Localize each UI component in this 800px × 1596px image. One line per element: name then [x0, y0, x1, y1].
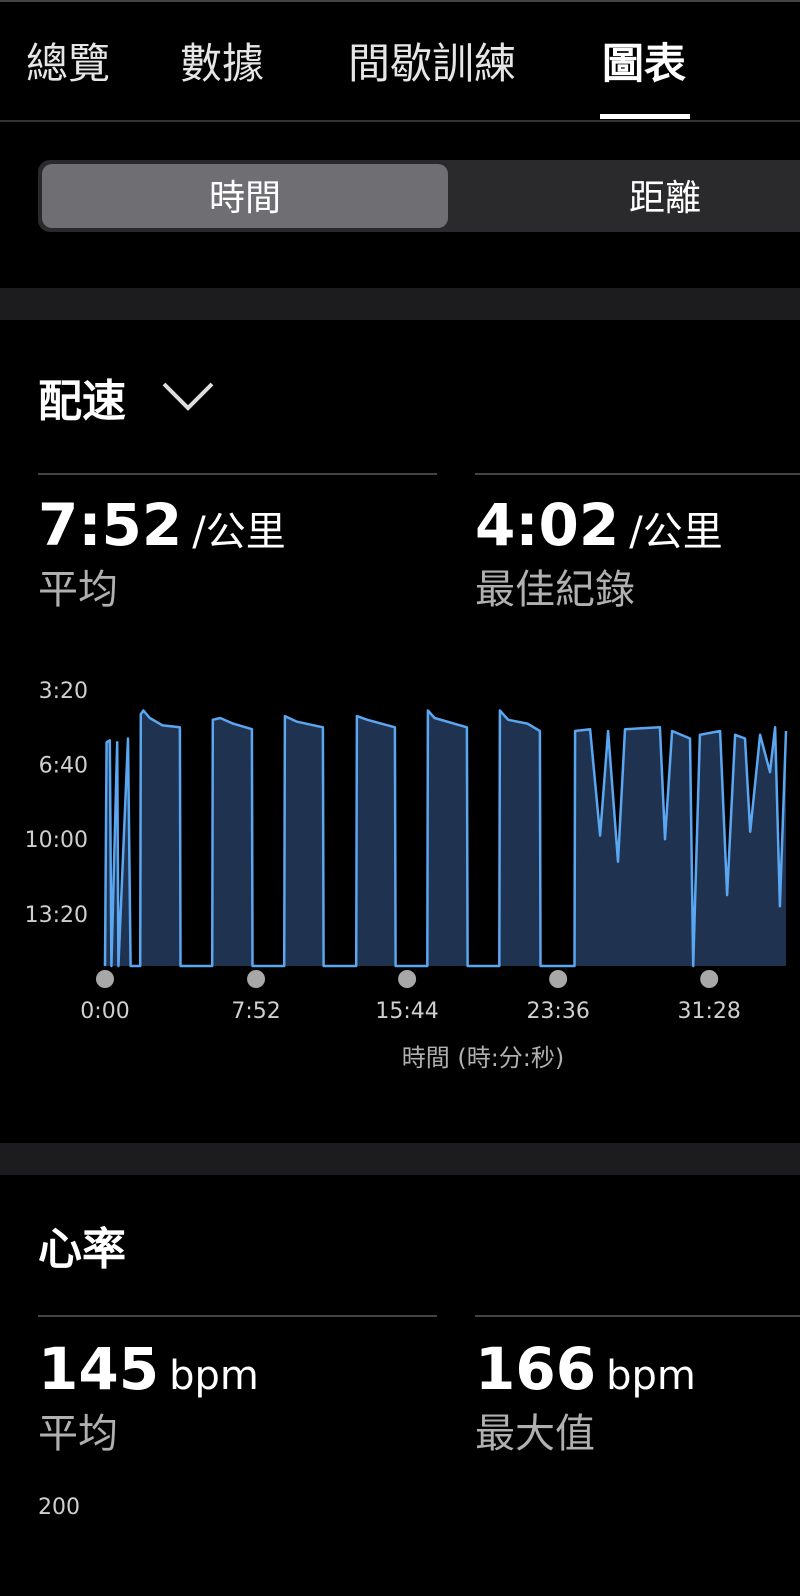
section-gap	[0, 1143, 800, 1175]
y-tick-label: 6:40	[39, 754, 88, 779]
x-tick-dot	[398, 970, 417, 988]
tab-selected[interactable]: 圖表	[602, 39, 686, 88]
stat-label: 最大值	[475, 1411, 595, 1457]
stat-label: 平均	[38, 1411, 118, 1457]
pace-area	[105, 710, 786, 966]
tab-indicator	[600, 114, 690, 119]
y-tick-label: 10:00	[25, 828, 88, 853]
stat-unit: /公里	[629, 509, 722, 555]
stat-number: 4:02	[475, 491, 619, 559]
x-tick-dot	[700, 970, 719, 988]
y-tick-label: 13:20	[25, 903, 88, 928]
tab[interactable]: 總覽	[26, 39, 110, 88]
tab[interactable]: 數據	[180, 39, 264, 88]
pace-chart: 3:20 6:40 10:00 13:20 0:00 7:52 15:44 23:36 31:2…	[25, 679, 788, 1024]
stat-value: 7:52/公里	[38, 491, 286, 559]
x-axis-label: 時間 (時:分:秒)	[402, 1044, 565, 1072]
stat-label: 最佳紀錄	[475, 567, 635, 613]
x-tick-label: 0:00	[80, 999, 129, 1024]
stat-unit: bpm	[169, 1353, 259, 1399]
x-tick-dot	[549, 970, 568, 988]
stat-unit: /公里	[192, 509, 285, 555]
tab-bar: 總覽 數據 間歇訓練 圖表	[26, 39, 686, 88]
stat-number: 166	[475, 1335, 596, 1403]
tab[interactable]: 間歇訓練	[348, 39, 516, 88]
stat-number: 7:52	[38, 491, 182, 559]
stat-value: 4:02/公里	[475, 491, 723, 559]
stat-value: 166 bpm	[475, 1335, 696, 1403]
x-tick-label: 23:36	[526, 999, 589, 1024]
stat-unit: bpm	[606, 1353, 696, 1399]
segment-selected[interactable]	[42, 164, 448, 228]
segment[interactable]: 時間	[209, 178, 281, 219]
stat-value: 145 bpm	[38, 1335, 259, 1403]
x-tick-dot	[96, 970, 114, 988]
x-tick-label: 15:44	[375, 999, 438, 1024]
segment[interactable]	[452, 164, 800, 228]
stat-label: 平均	[38, 567, 118, 613]
section-title: 配速	[38, 376, 126, 427]
section-gap	[0, 288, 800, 320]
x-tick-label: 31:28	[677, 999, 740, 1024]
y-tick-label: 200	[38, 1495, 80, 1520]
x-tick-dot	[247, 970, 266, 988]
segment-label: 距離	[629, 178, 701, 219]
dropdown-chevron[interactable]	[162, 382, 214, 411]
x-tick-label: 7:52	[231, 999, 280, 1024]
section-title: 心率	[38, 1224, 126, 1275]
y-tick-label: 3:20	[39, 679, 88, 704]
pace-line	[103, 709, 788, 968]
stat-number: 145	[38, 1335, 159, 1403]
